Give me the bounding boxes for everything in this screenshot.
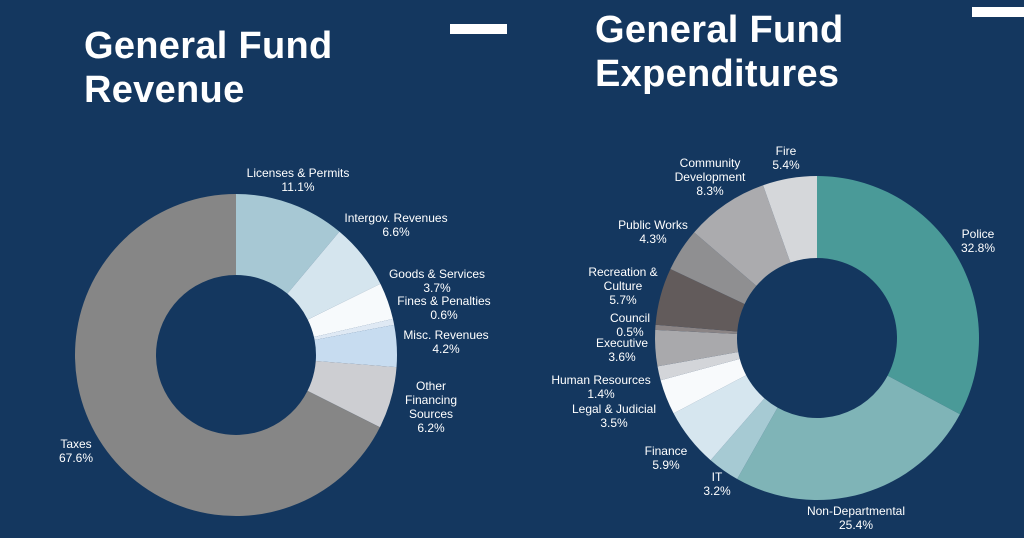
data-label-police: Police 32.8%: [961, 227, 995, 255]
slice-taxes: [75, 194, 380, 516]
label-text: Finance: [645, 444, 688, 458]
label-text: Police: [962, 227, 995, 241]
data-label-goods-and-services: Goods & Services 3.7%: [389, 267, 485, 295]
label-value: 25.4%: [839, 518, 873, 532]
data-label-council: Council 0.5%: [610, 311, 650, 339]
label-text: Sources: [409, 407, 453, 421]
data-label-non-departmental: Non-Departmental 25.4%: [807, 504, 905, 532]
slice-legal-and-judicial: [660, 358, 747, 414]
label-text: Licenses & Permits: [247, 166, 350, 180]
data-label-community-development: Community Development 8.3%: [675, 156, 746, 198]
label-text: Recreation &: [588, 265, 657, 279]
revenue-title-line-1: General Fund: [84, 25, 333, 67]
label-text: Misc. Revenues: [403, 328, 488, 342]
data-label-finance: Finance 5.9%: [645, 444, 688, 472]
slice-misc-revenues: [314, 324, 397, 368]
label-text: Council: [610, 311, 650, 325]
slice-goods-and-services: [307, 283, 393, 338]
label-value: 3.2%: [703, 484, 731, 498]
label-text: Culture: [604, 279, 643, 293]
label-value: 3.6%: [608, 350, 636, 364]
slice-police: [817, 176, 979, 415]
data-label-it: IT 3.2%: [703, 470, 731, 498]
label-text: Financing: [405, 393, 457, 407]
slice-public-works: [670, 232, 757, 304]
revenue-data-labels: Licenses & Permits 11.1% Intergov. Revenue…: [59, 166, 491, 465]
label-text: Goods & Services: [389, 267, 485, 281]
revenue-title-line-2: Revenue: [84, 69, 245, 111]
label-value: 11.1%: [281, 180, 314, 194]
data-label-legal-and-judicial: Legal & Judicial 3.5%: [572, 402, 656, 430]
slice-finance: [673, 375, 765, 461]
label-value: 8.3%: [696, 184, 724, 198]
slice-non-departmental: [737, 375, 960, 500]
slice-it: [710, 398, 778, 479]
label-text: Legal & Judicial: [572, 402, 656, 416]
slice-human-resources: [657, 352, 740, 381]
label-value: 6.2%: [417, 421, 445, 435]
expenditures-chart-title: General Fund Expenditures: [595, 8, 844, 96]
label-value: 0.5%: [616, 325, 644, 339]
label-value: 4.2%: [432, 342, 460, 356]
expenditures-title-line-2: Expenditures: [595, 53, 840, 95]
slice-other-financing-sources: [307, 361, 397, 428]
label-text: Fines & Penalties: [397, 294, 490, 308]
data-label-intergov-revenues: Intergov. Revenues 6.6%: [344, 211, 447, 239]
data-label-human-resources: Human Resources 1.4%: [551, 373, 650, 401]
data-label-recreation-and-culture: Recreation & Culture 5.7%: [588, 265, 657, 307]
decorative-dash-left: [450, 24, 507, 34]
label-value: 5.7%: [609, 293, 637, 307]
slice-fire: [763, 176, 817, 263]
label-value: 5.4%: [772, 158, 800, 172]
expenditures-title-line-1: General Fund: [595, 9, 844, 51]
expenditures-donut-chart: [655, 176, 979, 500]
data-label-fire: Fire 5.4%: [772, 144, 800, 172]
data-label-public-works: Public Works 4.3%: [618, 218, 688, 246]
label-text: Executive: [596, 336, 648, 350]
label-text: Community: [680, 156, 741, 170]
slice-licenses-and-permits: [236, 194, 340, 294]
data-label-other-financing-sources: Other Financing Sources 6.2%: [405, 379, 457, 435]
slice-intergov-revenues: [287, 231, 381, 320]
label-value: 6.6%: [382, 225, 410, 239]
label-value: 3.5%: [600, 416, 628, 430]
slice-executive: [655, 329, 739, 367]
slice-recreation-and-culture: [655, 269, 745, 332]
data-label-taxes: Taxes 67.6%: [59, 437, 93, 465]
revenue-donut-chart: [75, 194, 397, 516]
data-label-misc-revenues: Misc. Revenues 4.2%: [403, 328, 488, 356]
label-value: 67.6%: [59, 451, 93, 465]
slice-council: [655, 324, 738, 334]
label-text: Human Resources: [551, 373, 650, 387]
label-text: Public Works: [618, 218, 688, 232]
slice-community-development: [694, 185, 791, 286]
label-value: 5.9%: [652, 458, 680, 472]
label-value: 3.7%: [423, 281, 451, 295]
revenue-chart-title: General Fund Revenue: [84, 24, 333, 112]
label-value: 32.8%: [961, 241, 995, 255]
data-label-fines-and-penalties: Fines & Penalties 0.6%: [397, 294, 490, 322]
decorative-dash-right: [972, 7, 1024, 17]
label-value: 1.4%: [587, 387, 615, 401]
expenditures-data-labels: Police 32.8% Non-Departmental 25.4% IT 3.2% Fi…: [551, 144, 995, 532]
data-label-executive: Executive 3.6%: [596, 336, 648, 364]
label-text: Non-Departmental: [807, 504, 905, 518]
label-text: Development: [675, 170, 746, 184]
label-text: IT: [712, 470, 723, 484]
label-text: Intergov. Revenues: [344, 211, 447, 225]
label-text: Fire: [776, 144, 797, 158]
label-value: 0.6%: [430, 308, 458, 322]
label-value: 4.3%: [639, 232, 667, 246]
label-text: Taxes: [60, 437, 91, 451]
data-label-licenses-and-permits: Licenses & Permits 11.1%: [247, 166, 350, 194]
slice-fines-and-penalties: [313, 318, 395, 341]
label-text: Other: [416, 379, 446, 393]
